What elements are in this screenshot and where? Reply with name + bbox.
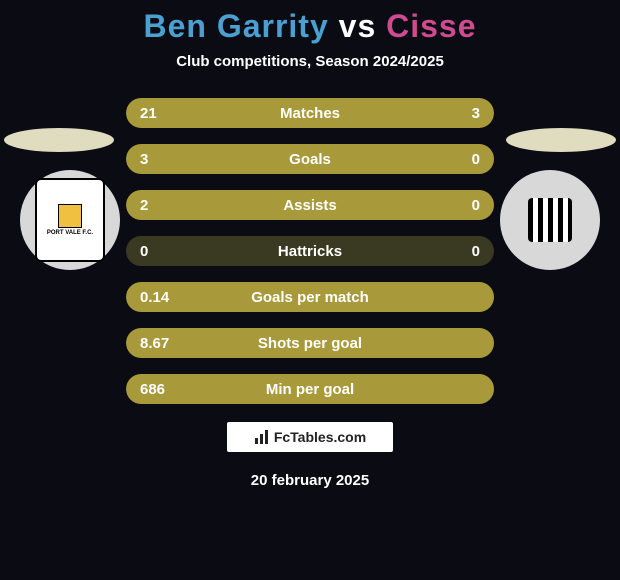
crest-left-label: PORT VALE F.C. <box>47 230 93 236</box>
stat-label: Shots per goal <box>126 335 494 352</box>
stat-row: 686Min per goal <box>126 374 494 404</box>
page-title: Ben Garrity vs Cisse <box>0 8 620 45</box>
brand-box[interactable]: FcTables.com <box>225 420 395 454</box>
stat-label: Goals <box>126 151 494 168</box>
stats-list: 21Matches33Goals02Assists00Hattricks00.1… <box>126 98 494 404</box>
player1-name: Ben Garrity <box>143 8 328 44</box>
stat-row: 3Goals0 <box>126 144 494 174</box>
stat-label: Assists <box>126 197 494 214</box>
comparison-card: Ben Garrity vs Cisse Club competitions, … <box>0 0 620 580</box>
stat-row: 0.14Goals per match <box>126 282 494 312</box>
stat-row: 2Assists0 <box>126 190 494 220</box>
crest-left-inner: PORT VALE F.C. <box>35 178 105 262</box>
brand-text: FcTables.com <box>274 429 366 445</box>
stat-label: Min per goal <box>126 381 494 398</box>
date-text: 20 february 2025 <box>0 472 620 489</box>
crest-right-inner <box>515 178 585 262</box>
stat-row: 0Hattricks0 <box>126 236 494 266</box>
stat-value-right: 3 <box>472 105 480 122</box>
chart-icon <box>254 429 270 445</box>
crest-left: PORT VALE F.C. <box>20 170 120 270</box>
vs-text: vs <box>339 8 377 44</box>
oval-right <box>506 128 616 152</box>
stat-label: Goals per match <box>126 289 494 306</box>
stat-row: 21Matches3 <box>126 98 494 128</box>
stat-value-right: 0 <box>472 151 480 168</box>
player2-name: Cisse <box>386 8 476 44</box>
stat-value-right: 0 <box>472 243 480 260</box>
stat-value-right: 0 <box>472 197 480 214</box>
stat-label: Matches <box>126 105 494 122</box>
stat-row: 8.67Shots per goal <box>126 328 494 358</box>
subtitle: Club competitions, Season 2024/2025 <box>0 53 620 70</box>
crest-right <box>500 170 600 270</box>
stat-label: Hattricks <box>126 243 494 260</box>
stripes-icon <box>528 198 572 242</box>
oval-left <box>4 128 114 152</box>
